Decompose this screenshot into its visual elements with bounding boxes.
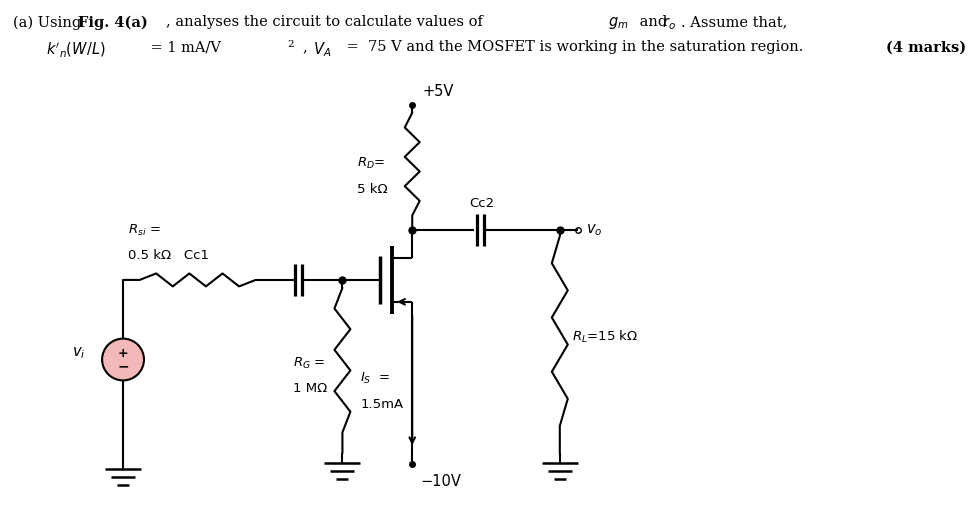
Text: $R_D$=: $R_D$= <box>357 156 385 171</box>
Text: $V_A$: $V_A$ <box>312 40 331 59</box>
Text: . Assume that,: . Assume that, <box>681 15 787 29</box>
Text: $k'_n(W/L)$: $k'_n(W/L)$ <box>46 40 106 59</box>
Text: 0.5 kΩ   Cc1: 0.5 kΩ Cc1 <box>128 249 209 262</box>
Text: +: + <box>117 346 128 360</box>
Text: −10V: −10V <box>420 474 461 489</box>
Text: $R_{si}$ =: $R_{si}$ = <box>128 223 160 238</box>
Text: $I_S$  =: $I_S$ = <box>360 371 390 386</box>
Text: , analyses the circuit to calculate values of: , analyses the circuit to calculate valu… <box>165 15 487 29</box>
Text: $g_m$: $g_m$ <box>607 15 628 31</box>
Text: $r_o$: $r_o$ <box>661 15 675 32</box>
Text: $v_i$: $v_i$ <box>71 346 85 361</box>
Text: 1.5mA: 1.5mA <box>360 398 403 411</box>
Text: Fig. 4(a): Fig. 4(a) <box>78 15 148 30</box>
Text: (4 marks): (4 marks) <box>885 40 964 54</box>
Text: $v_o$: $v_o$ <box>585 222 601 238</box>
Text: 2: 2 <box>288 40 294 49</box>
Text: = 1 mA/V: = 1 mA/V <box>146 40 221 54</box>
Circle shape <box>102 339 144 380</box>
Text: 5 kΩ: 5 kΩ <box>357 183 387 196</box>
Text: −: − <box>117 359 129 373</box>
Text: $R_L$=15 kΩ: $R_L$=15 kΩ <box>571 329 638 345</box>
Text: and: and <box>634 15 671 29</box>
Text: ,: , <box>302 40 307 54</box>
Text: $R_G$ =: $R_G$ = <box>292 356 325 371</box>
Text: Cc2: Cc2 <box>469 197 494 210</box>
Text: +5V: +5V <box>422 84 453 99</box>
Text: (a) Using: (a) Using <box>14 15 86 30</box>
Text: 1 MΩ: 1 MΩ <box>292 382 327 395</box>
Text: =  75 V and the MOSFET is working in the saturation region.: = 75 V and the MOSFET is working in the … <box>342 40 803 54</box>
